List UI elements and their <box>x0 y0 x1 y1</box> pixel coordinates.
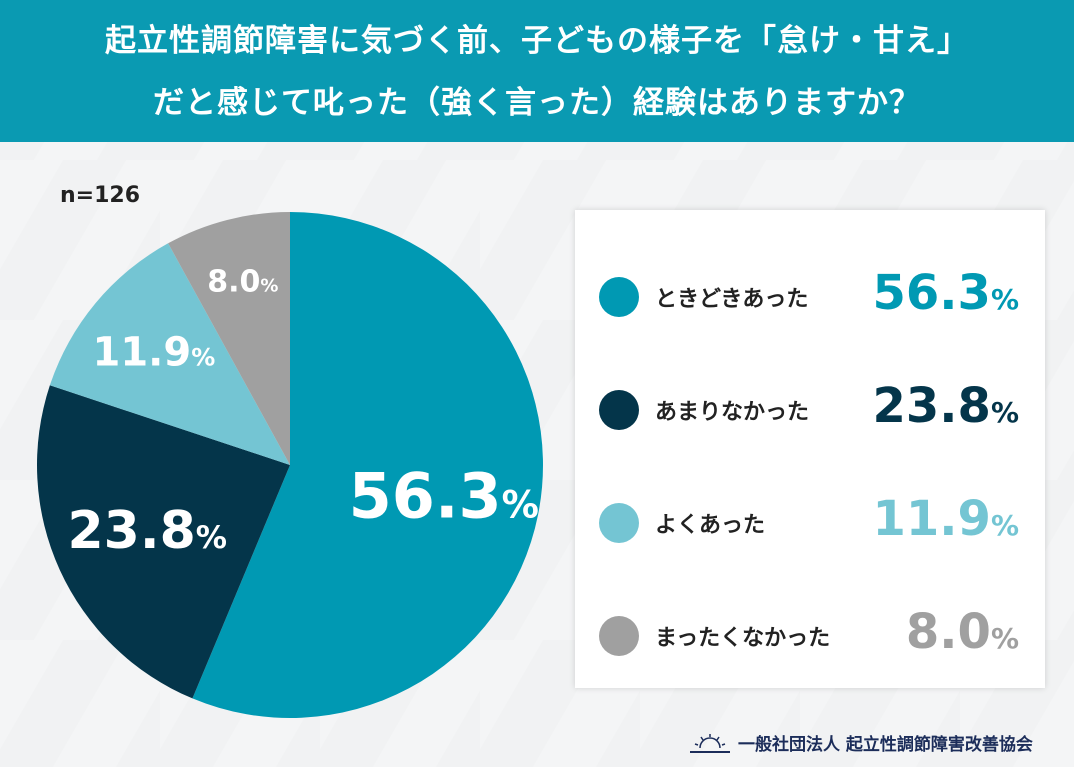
legend-swatch <box>599 277 639 317</box>
legend-label: ときどきあった <box>655 287 809 312</box>
legend: ときどきあった 56.3% あまりなかった 23.8% よくあった 11.9% … <box>575 210 1045 688</box>
legend-item: よくあった 11.9% <box>575 491 1045 551</box>
pie-slice <box>36 385 291 699</box>
legend-label: よくあった <box>655 513 766 538</box>
footer: 一般社団法人 起立性調節障害改善協会 <box>690 730 1033 755</box>
slice-label: 23.8% <box>67 501 227 561</box>
sample-size: n=126 <box>60 183 141 208</box>
legend-value: 11.9% <box>872 491 1020 547</box>
title-line-1: 起立性調節障害に気づく前、子どもの様子を「怠け・甘え」 <box>105 23 969 59</box>
pie-slice <box>168 212 290 465</box>
legend-label: あまりなかった <box>655 400 810 425</box>
legend-swatch <box>599 390 639 430</box>
title-line-2: だと感じて叱った（強く言った）経験はありますか？ <box>153 85 921 121</box>
pie-slice <box>192 212 543 719</box>
legend-swatch <box>599 503 639 543</box>
legend-value: 23.8% <box>872 378 1020 434</box>
legend-swatch <box>599 616 639 656</box>
legend-item: あまりなかった 23.8% <box>575 378 1045 438</box>
pie-slice <box>49 243 290 465</box>
org-name: 一般社団法人 起立性調節障害改善協会 <box>738 735 1033 755</box>
legend-value: 8.0% <box>905 604 1019 660</box>
page-title: 起立性調節障害に気づく前、子どもの様子を「怠け・甘え」 だと感じて叱った（強く言… <box>0 0 1074 142</box>
sunrise-icon <box>690 733 730 753</box>
legend-value: 56.3% <box>872 265 1020 321</box>
legend-item: ときどきあった 56.3% <box>575 265 1045 325</box>
legend-label: まったくなかった <box>655 626 831 651</box>
slice-label: 56.3% <box>349 460 539 533</box>
legend-item: まったくなかった 8.0% <box>575 604 1045 664</box>
